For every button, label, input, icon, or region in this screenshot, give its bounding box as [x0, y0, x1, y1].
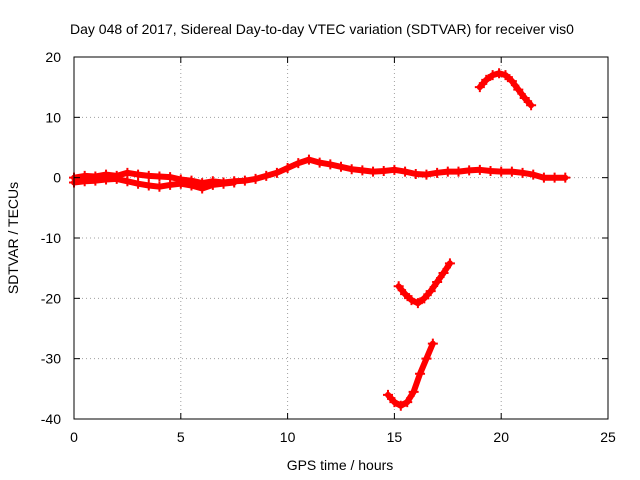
data-point: [133, 169, 144, 180]
data-point: [519, 93, 530, 104]
data-point: [154, 171, 165, 182]
x-tick-label: 0: [70, 429, 78, 445]
data-point: [402, 397, 413, 408]
data-point: [496, 166, 507, 177]
data-point: [122, 167, 133, 178]
data-point: [506, 166, 517, 177]
data-point: [382, 389, 393, 400]
data-point: [415, 368, 426, 379]
data-point: [325, 159, 336, 170]
data-point: [175, 178, 186, 189]
data-point: [197, 183, 208, 194]
data-series: [69, 68, 571, 411]
data-point: [271, 167, 282, 178]
data-point: [421, 169, 432, 180]
data-point: [453, 166, 464, 177]
x-tick-label: 15: [387, 429, 403, 445]
data-point: [517, 167, 528, 178]
data-point: [282, 163, 293, 174]
data-point: [122, 176, 133, 187]
data-point: [410, 169, 421, 180]
data-point: [357, 165, 368, 176]
data-point: [494, 68, 505, 79]
data-point: [143, 170, 154, 181]
data-point: [487, 70, 498, 81]
data-point: [425, 286, 436, 297]
x-tick-label: 5: [177, 429, 185, 445]
data-point: [506, 76, 517, 87]
data-point: [389, 397, 400, 408]
y-tick-label: -30: [41, 351, 61, 367]
data-point: [154, 181, 165, 192]
data-point: [389, 164, 400, 175]
data-point: [560, 172, 571, 183]
data-point: [250, 173, 261, 184]
y-tick-label: 0: [53, 170, 61, 186]
data-point: [293, 158, 304, 169]
data-point: [79, 176, 90, 187]
y-axis-label: SDTVAR / TECUs: [5, 182, 21, 294]
data-point: [111, 173, 122, 184]
data-point: [485, 166, 496, 177]
data-point: [513, 84, 524, 95]
data-point: [427, 338, 438, 349]
data-point: [143, 180, 154, 191]
data-point: [303, 154, 314, 165]
data-point: [474, 164, 485, 175]
series-trace-lower-band: [71, 175, 238, 192]
data-point: [400, 289, 411, 300]
data-point: [239, 175, 250, 186]
x-tick-label: 25: [600, 429, 616, 445]
data-point: [500, 70, 511, 81]
data-point: [207, 179, 218, 190]
data-point: [368, 166, 379, 177]
data-point: [464, 165, 475, 176]
data-point: [438, 267, 449, 278]
y-tick-label: 10: [45, 109, 61, 125]
y-tick-label: 20: [45, 49, 61, 65]
data-point: [90, 175, 101, 186]
chart-title: Day 048 of 2017, Sidereal Day-to-day VTE…: [70, 21, 574, 37]
y-tick-label: -40: [41, 411, 61, 427]
x-tick-label: 10: [280, 429, 296, 445]
data-point: [186, 180, 197, 191]
data-point: [133, 178, 144, 189]
data-point: [432, 277, 443, 288]
data-point: [336, 161, 346, 172]
data-point: [528, 169, 539, 180]
data-point: [229, 177, 240, 188]
grid-lines: [74, 57, 608, 419]
axis-ticks: 0 5 10 15 20 25 -40 -30 -20 -10 0 10 20: [41, 49, 616, 445]
data-point: [419, 293, 430, 304]
data-point: [421, 353, 432, 364]
data-point: [432, 167, 443, 178]
data-point: [474, 82, 485, 93]
data-point: [165, 179, 176, 190]
x-axis-label: GPS time / hours: [287, 457, 394, 473]
data-point: [101, 174, 112, 185]
data-point: [378, 166, 389, 177]
data-point: [442, 166, 453, 177]
data-point: [395, 400, 406, 411]
y-tick-label: -10: [41, 230, 61, 246]
y-tick-label: -20: [41, 290, 61, 306]
data-point: [400, 166, 411, 177]
data-point: [538, 172, 549, 183]
data-point: [481, 74, 492, 85]
data-point: [444, 258, 455, 269]
data-point: [412, 298, 423, 309]
data-point: [406, 295, 417, 306]
data-point: [346, 164, 357, 175]
data-point: [526, 100, 537, 111]
data-point: [393, 281, 404, 292]
data-point: [408, 386, 419, 397]
data-point: [261, 170, 272, 181]
data-point: [314, 157, 325, 168]
data-point: [218, 178, 229, 189]
x-tick-label: 20: [493, 429, 509, 445]
data-point: [549, 172, 560, 183]
